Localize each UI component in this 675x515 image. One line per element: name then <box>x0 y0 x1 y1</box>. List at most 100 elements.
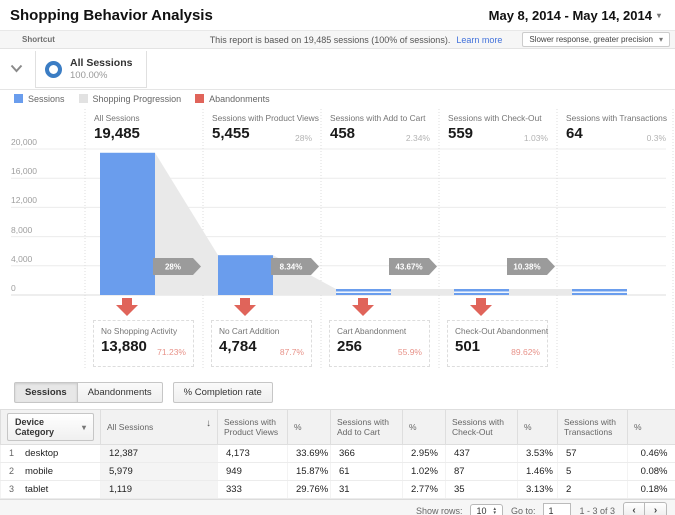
svg-text:10.38%: 10.38% <box>513 263 540 272</box>
row-range-label: 1 - 3 of 3 <box>579 505 615 515</box>
segment-text: All Sessions 100.00% <box>70 57 132 81</box>
precision-selector-label: Slower response, greater precision <box>529 35 653 44</box>
abandonment-percent: 87.7% <box>279 347 304 357</box>
abandonment-box-no-shopping-activity: No Shopping Activity 13,880 71.23% <box>93 320 194 367</box>
product-views-cell: 949 <box>217 462 288 481</box>
table-row-mobile: 2 mobile 5,979 949 15.87% 61 1.02% 87 1.4… <box>0 462 675 481</box>
segment-percent: 100.00% <box>70 70 108 81</box>
completion-rate-button[interactable]: % Completion rate <box>172 382 273 403</box>
header-percent[interactable]: % <box>627 409 675 445</box>
tab-sessions[interactable]: Sessions <box>14 382 78 403</box>
stage-value: 5,455 <box>212 125 250 142</box>
stage-title: Sessions with Check-Out <box>448 113 542 123</box>
table-tabs: Sessions Abandonments % Completion rate <box>0 375 675 409</box>
segment-chip-all-sessions[interactable]: All Sessions 100.00% <box>35 51 147 88</box>
sort-descending-icon: ↓ <box>206 418 211 429</box>
header-sessions-check-out[interactable]: Sessions with Check-Out <box>445 409 518 445</box>
chart-legend: Sessions Shopping Progression Abandonmen… <box>0 90 675 107</box>
svg-text:28%: 28% <box>165 263 181 272</box>
show-rows-value: 10 <box>476 505 487 515</box>
funnel-stage-product-views: Sessions with Product Views 5,455 28% <box>203 110 321 148</box>
add-to-cart-pct-cell: 1.02% <box>402 462 446 481</box>
show-rows-label: Show rows: <box>415 505 463 515</box>
check-out-pct-cell: 3.53% <box>517 444 558 463</box>
abandonment-value: 256 <box>337 338 363 355</box>
add-to-cart-pct-cell: 2.77% <box>402 480 446 499</box>
transactions-cell: 2 <box>557 480 628 499</box>
legend-item-abandonments: Abandonments <box>195 94 270 104</box>
abandonment-percent: 71.23% <box>157 347 186 357</box>
abandonment-title: Check-Out Abandonment <box>455 326 549 336</box>
header-percent[interactable]: % <box>287 409 331 445</box>
stage-percent: 2.34% <box>405 133 430 143</box>
funnel-stage-transactions: Sessions with Transactions 64 0.3% <box>557 110 675 148</box>
y-axis-tick-label: 20,000 <box>11 137 37 147</box>
abandonment-title: No Shopping Activity <box>101 326 178 336</box>
add-to-cart-cell: 31 <box>330 480 403 499</box>
goto-page-input[interactable] <box>543 503 572 515</box>
funnel-chart-canvas: 28% 8.34% 43.67% 10.38% <box>11 109 674 369</box>
show-rows-select[interactable]: 10 ▲ ▼ <box>470 503 503 515</box>
transactions-cell: 5 <box>557 462 628 481</box>
data-table-section: Sessions Abandonments % Completion rate … <box>0 375 675 515</box>
stage-value: 458 <box>330 125 356 142</box>
device-category-label: Device Category <box>15 417 55 437</box>
table-row-tablet: 3 tablet 1,119 333 29.76% 31 2.77% 35 3.1… <box>0 480 675 499</box>
collapse-chevron-icon[interactable] <box>10 64 23 73</box>
device-category-table: Device Category ▾ All Sessions ↓ Session… <box>0 409 675 499</box>
toolbar-right: This report is based on 19,485 sessions … <box>210 32 670 47</box>
stage-title: Sessions with Add to Cart <box>330 113 426 123</box>
stage-percent: 0.3% <box>646 133 666 143</box>
all-sessions-cell: 1,119 <box>100 480 218 499</box>
header-percent[interactable]: % <box>402 409 446 445</box>
product-views-pct-cell: 15.87% <box>287 462 331 481</box>
funnel-chart: 28% 8.34% 43.67% 10.38% All Sessions 19,485… <box>0 107 675 375</box>
check-out-cell: 87 <box>445 462 518 481</box>
y-axis-tick-label: 4,000 <box>11 253 33 264</box>
header-sessions-transactions[interactable]: Sessions with Transactions <box>557 409 628 445</box>
tab-abandonments[interactable]: Abandonments <box>77 382 163 403</box>
svg-text:8.34%: 8.34% <box>280 263 303 272</box>
pager: ‹ › <box>623 502 667 515</box>
device-category-dropdown[interactable]: Device Category ▾ <box>7 413 94 441</box>
date-range-selector[interactable]: May 8, 2014 - May 14, 2014 ▾ <box>483 5 667 26</box>
header-sessions-add-to-cart[interactable]: Sessions with Add to Cart <box>330 409 403 445</box>
funnel-stage-check-out: Sessions with Check-Out 559 1.03% <box>439 110 557 148</box>
abandonments-swatch-icon <box>195 94 205 103</box>
stage-value: 19,485 <box>94 125 140 142</box>
learn-more-link[interactable]: Learn more <box>456 34 503 45</box>
table-header-row: Device Category ▾ All Sessions ↓ Session… <box>0 409 675 445</box>
transactions-pct-cell: 0.08% <box>627 462 675 481</box>
abandonment-box-no-cart-addition: No Cart Addition 4,784 87.7% <box>211 320 312 367</box>
abandonment-box-check-out-abandonment: Check-Out Abandonment 501 89.62% <box>447 320 548 367</box>
header-percent[interactable]: % <box>517 409 558 445</box>
device-cell: 1 desktop <box>0 444 101 463</box>
all-sessions-cell: 12,387 <box>100 444 218 463</box>
table-pagination: Show rows: 10 ▲▼ Go to: 1 - 3 of 3 ‹ › <box>0 499 675 515</box>
next-page-button[interactable]: › <box>645 502 667 515</box>
goto-label: Go to: <box>510 505 536 515</box>
header-all-sessions[interactable]: All Sessions ↓ <box>100 409 218 445</box>
header-device-category: Device Category ▾ <box>0 409 101 445</box>
segment-donut-icon <box>45 60 62 78</box>
product-views-pct-cell: 33.69% <box>287 444 331 463</box>
device-cell: 3 tablet <box>0 480 101 499</box>
transactions-pct-cell: 0.46% <box>627 444 675 463</box>
header-sessions-product-views[interactable]: Sessions with Product Views <box>217 409 288 445</box>
previous-page-button[interactable]: ‹ <box>623 502 645 515</box>
device-cell: 2 mobile <box>0 462 101 481</box>
add-to-cart-pct-cell: 2.95% <box>402 444 446 463</box>
segment-name: All Sessions <box>70 57 133 69</box>
abandonment-percent: 89.62% <box>511 347 540 357</box>
stage-value: 64 <box>566 125 583 142</box>
page-title: Shopping Behavior Analysis <box>10 6 213 24</box>
add-to-cart-cell: 366 <box>330 444 403 463</box>
abandonment-value: 13,880 <box>101 338 147 355</box>
check-out-cell: 437 <box>445 444 518 463</box>
stage-percent: 28% <box>294 133 312 143</box>
progression-swatch-icon <box>78 94 88 103</box>
abandonment-value: 4,784 <box>219 338 257 355</box>
precision-selector[interactable]: Slower response, greater precision ▾ <box>522 32 670 47</box>
shortcut-button[interactable]: Shortcut <box>22 35 55 44</box>
